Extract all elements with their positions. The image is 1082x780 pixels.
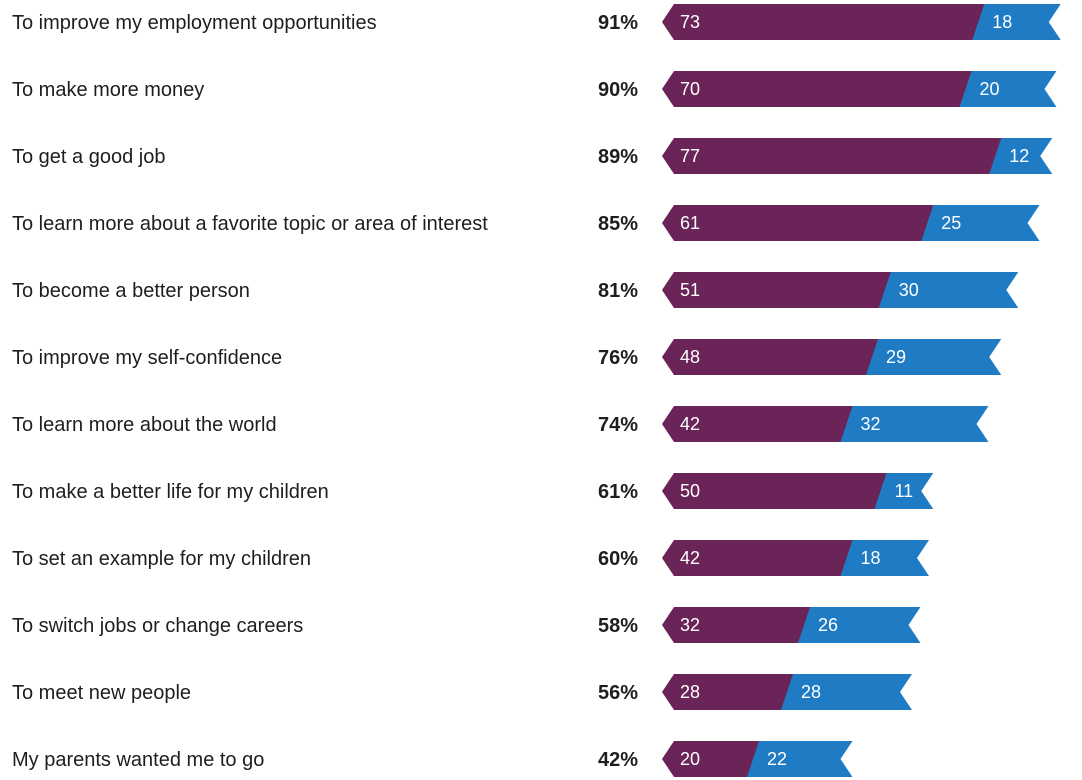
bar-row: My parents wanted me to go 42% 20 22	[12, 741, 853, 777]
bar-segment-blue	[972, 4, 1061, 40]
segment-value-label: 18	[992, 12, 1012, 32]
segment-value-label: 25	[941, 213, 961, 233]
bar-segment-purple	[662, 339, 878, 375]
total-label: 74%	[598, 414, 638, 436]
category-label: To improve my employment opportunities	[12, 12, 377, 34]
category-label: To get a good job	[12, 146, 165, 168]
category-label: To set an example for my children	[12, 548, 311, 570]
segment-value-label: 26	[818, 615, 838, 635]
category-label: To make more money	[12, 79, 204, 101]
bar-row: To meet new people 56% 28 28	[12, 674, 912, 710]
category-label: To learn more about the world	[12, 414, 277, 436]
segment-value-label: 77	[680, 146, 700, 166]
bar-segment-purple	[662, 4, 985, 40]
bar-row: To make a better life for my children 61%…	[12, 473, 934, 509]
segment-value-label: 70	[680, 79, 700, 99]
segment-value-label: 20	[680, 749, 700, 769]
segment-value-label: 50	[680, 481, 700, 501]
bar-row: To set an example for my children 60% 42 18	[12, 540, 929, 576]
bar-row: To make more money 90% 70 20	[12, 71, 1057, 107]
bar-segment-purple	[662, 138, 1002, 174]
total-label: 89%	[598, 146, 638, 168]
segment-value-label: 32	[680, 615, 700, 635]
bar-segment-blue	[840, 406, 989, 442]
category-label: To switch jobs or change careers	[12, 615, 303, 637]
category-label: To improve my self-confidence	[12, 347, 282, 369]
segment-value-label: 18	[861, 548, 881, 568]
bar-segment-purple	[662, 473, 887, 509]
bar-segment-blue	[781, 674, 912, 710]
total-label: 81%	[598, 280, 638, 302]
bar-segment-blue	[840, 540, 929, 576]
segment-value-label: 42	[680, 414, 700, 434]
bar-row: To become a better person 81% 51 30	[12, 272, 1019, 308]
total-label: 76%	[598, 347, 638, 369]
total-label: 58%	[598, 615, 638, 637]
bar-segment-blue	[959, 71, 1057, 107]
bar-segment-purple	[662, 406, 853, 442]
category-label: To become a better person	[12, 280, 250, 302]
bar-segment-purple	[662, 607, 810, 643]
total-label: 60%	[598, 548, 638, 570]
total-label: 42%	[598, 749, 638, 771]
bar-row: To switch jobs or change careers 58% 32 26	[12, 607, 921, 643]
bar-segment-purple	[662, 205, 934, 241]
segment-value-label: 51	[680, 280, 700, 300]
segment-value-label: 28	[680, 682, 700, 702]
category-label: To learn more about a favorite topic or …	[12, 213, 488, 235]
segment-value-label: 30	[899, 280, 919, 300]
total-label: 91%	[598, 12, 638, 34]
bar-segment-purple	[662, 272, 891, 308]
bar-row: To learn more about a favorite topic or …	[12, 205, 1040, 241]
segment-value-label: 73	[680, 12, 700, 32]
segment-value-label: 22	[767, 749, 787, 769]
bar-segment-blue	[747, 741, 853, 777]
bar-segment-blue	[866, 339, 1002, 375]
bar-segment-blue	[921, 205, 1040, 241]
bar-segment-blue	[874, 473, 934, 509]
segment-value-label: 29	[886, 347, 906, 367]
segment-value-label: 20	[980, 79, 1000, 99]
segment-value-label: 28	[801, 682, 821, 702]
total-label: 61%	[598, 481, 638, 503]
category-label: To make a better life for my children	[12, 481, 329, 503]
total-label: 90%	[598, 79, 638, 101]
bar-segment-purple	[662, 741, 759, 777]
segment-value-label: 12	[1009, 146, 1029, 166]
segment-value-label: 48	[680, 347, 700, 367]
bar-segment-purple	[662, 71, 972, 107]
bar-row: To learn more about the world 74% 42 32	[12, 406, 989, 442]
total-label: 56%	[598, 682, 638, 704]
segment-value-label: 42	[680, 548, 700, 568]
category-label: My parents wanted me to go	[12, 749, 264, 771]
chart-rows: To improve my employment opportunities 91…	[12, 4, 1061, 777]
bar-segment-purple	[662, 540, 853, 576]
bar-segment-blue	[989, 138, 1053, 174]
bar-row: To get a good job 89% 77 12	[12, 138, 1053, 174]
segment-value-label: 61	[680, 213, 700, 233]
bar-segment-blue	[798, 607, 921, 643]
segment-value-label: 32	[861, 414, 881, 434]
total-label: 85%	[598, 213, 638, 235]
bar-segment-purple	[662, 674, 793, 710]
bar-row: To improve my self-confidence 76% 48 29	[12, 339, 1002, 375]
bar-row: To improve my employment opportunities 91…	[12, 4, 1061, 40]
segment-value-label: 11	[895, 481, 914, 501]
bar-segment-blue	[878, 272, 1019, 308]
category-label: To meet new people	[12, 682, 191, 704]
